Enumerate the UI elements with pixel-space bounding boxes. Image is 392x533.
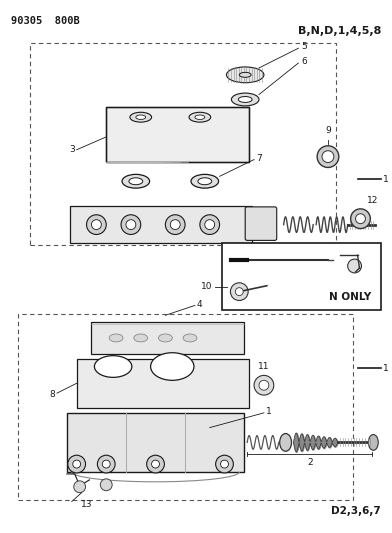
Ellipse shape — [189, 112, 211, 122]
Bar — [77, 359, 249, 408]
Text: 90305  800B: 90305 800B — [11, 15, 80, 26]
Ellipse shape — [317, 146, 339, 167]
Circle shape — [216, 455, 233, 473]
Circle shape — [100, 479, 112, 491]
Text: 10: 10 — [201, 282, 213, 291]
Ellipse shape — [322, 151, 334, 163]
Bar — [67, 413, 244, 472]
Ellipse shape — [205, 220, 215, 230]
Text: 6: 6 — [301, 56, 307, 66]
Ellipse shape — [350, 209, 370, 229]
Text: 2: 2 — [307, 458, 313, 466]
Text: B,N,D,1,4,5,8: B,N,D,1,4,5,8 — [298, 26, 381, 36]
Circle shape — [259, 381, 269, 390]
Ellipse shape — [151, 353, 194, 381]
Text: 8: 8 — [49, 390, 55, 399]
Text: 1: 1 — [383, 175, 389, 184]
Ellipse shape — [183, 334, 197, 342]
Ellipse shape — [121, 215, 141, 235]
Ellipse shape — [109, 334, 123, 342]
Ellipse shape — [130, 112, 152, 122]
Text: 13: 13 — [81, 500, 92, 509]
Bar — [106, 107, 249, 161]
Ellipse shape — [165, 215, 185, 235]
Text: 4: 4 — [197, 300, 203, 309]
Circle shape — [348, 259, 361, 273]
Text: D2,3,6,7: D2,3,6,7 — [332, 506, 381, 516]
Ellipse shape — [198, 178, 212, 185]
Text: 11: 11 — [258, 362, 270, 372]
Ellipse shape — [356, 214, 365, 224]
Ellipse shape — [122, 174, 150, 188]
Ellipse shape — [170, 220, 180, 230]
Ellipse shape — [239, 72, 251, 77]
Circle shape — [254, 375, 274, 395]
Bar — [106, 107, 249, 161]
Ellipse shape — [227, 67, 264, 83]
Ellipse shape — [134, 334, 148, 342]
Ellipse shape — [87, 215, 106, 235]
Circle shape — [235, 288, 243, 296]
Ellipse shape — [126, 220, 136, 230]
Ellipse shape — [136, 115, 146, 119]
Text: 1: 1 — [383, 364, 389, 373]
Ellipse shape — [238, 96, 252, 102]
FancyBboxPatch shape — [245, 207, 277, 240]
Circle shape — [68, 455, 85, 473]
Ellipse shape — [129, 178, 143, 185]
Ellipse shape — [91, 220, 101, 230]
Text: 3: 3 — [69, 145, 75, 154]
Ellipse shape — [368, 434, 378, 450]
Circle shape — [152, 460, 160, 468]
Ellipse shape — [94, 356, 132, 377]
Text: 7: 7 — [256, 154, 262, 163]
Circle shape — [74, 481, 85, 492]
Circle shape — [221, 460, 229, 468]
Circle shape — [97, 455, 115, 473]
Circle shape — [230, 283, 248, 301]
Ellipse shape — [200, 215, 220, 235]
Ellipse shape — [158, 334, 172, 342]
Text: 1: 1 — [266, 407, 272, 416]
Text: N ONLY: N ONLY — [329, 293, 371, 302]
Text: 9: 9 — [325, 126, 331, 135]
Circle shape — [102, 460, 110, 468]
Bar — [91, 322, 244, 354]
Text: 5: 5 — [301, 42, 307, 51]
Bar — [70, 206, 252, 244]
Ellipse shape — [195, 115, 205, 119]
Ellipse shape — [279, 433, 292, 451]
Circle shape — [147, 455, 164, 473]
Circle shape — [73, 460, 81, 468]
Bar — [221, 244, 381, 310]
Ellipse shape — [191, 174, 219, 188]
Bar — [18, 314, 353, 499]
Text: 12: 12 — [367, 197, 379, 205]
Bar — [30, 43, 336, 245]
Ellipse shape — [231, 93, 259, 106]
